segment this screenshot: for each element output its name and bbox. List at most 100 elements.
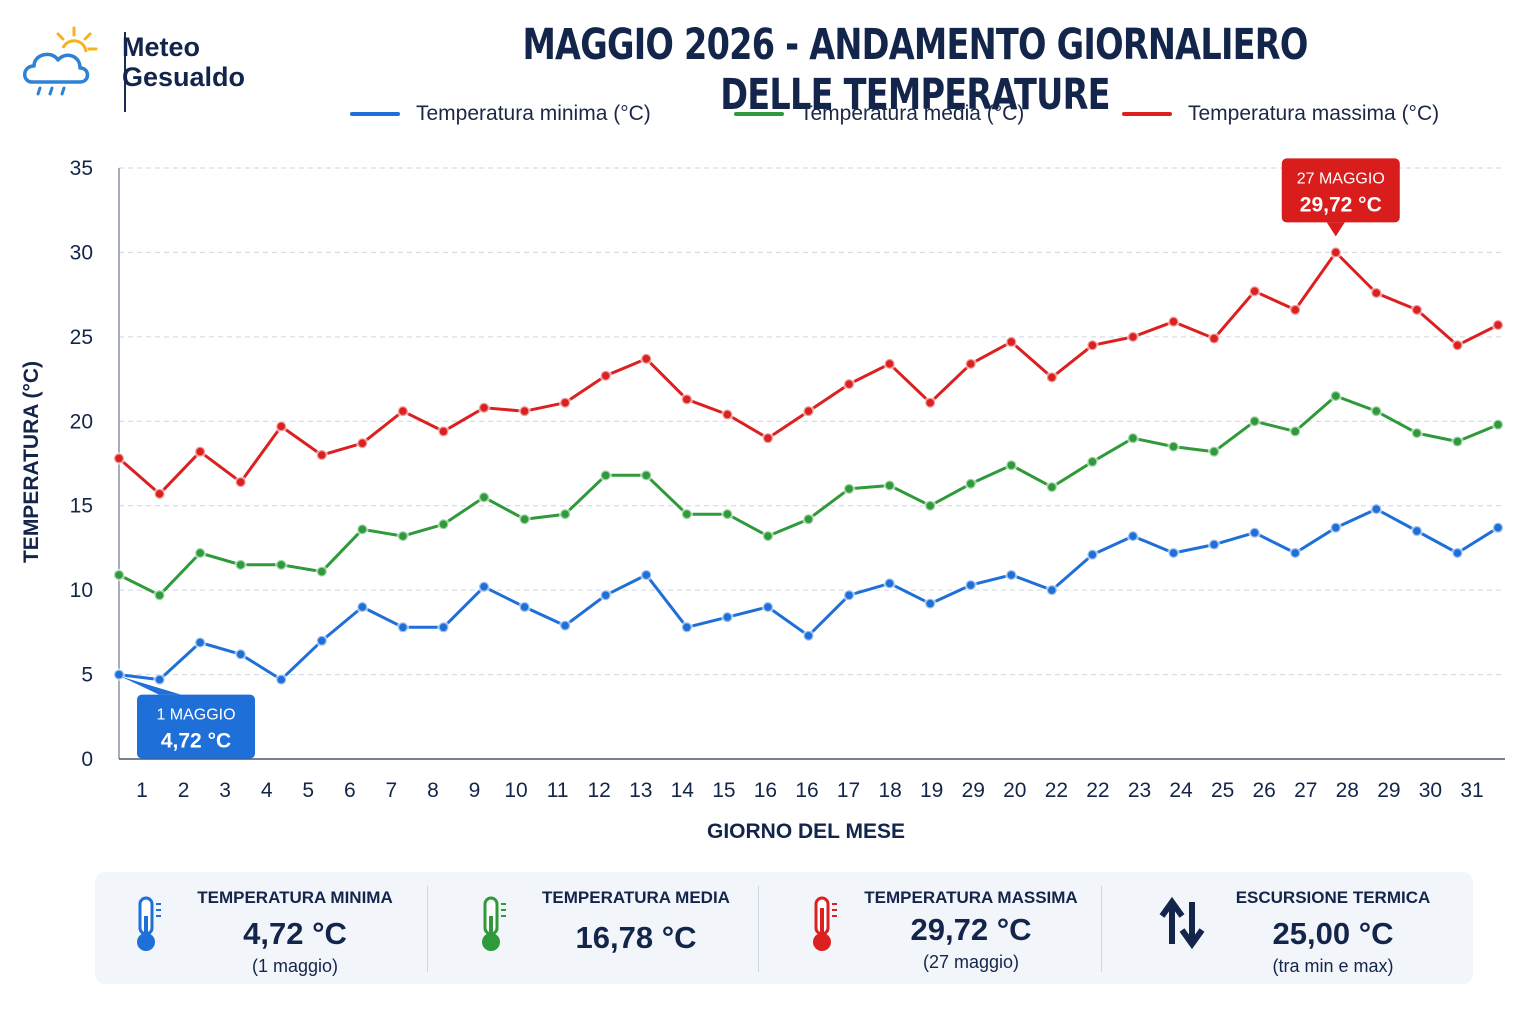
data-point — [721, 610, 734, 624]
data-point — [1207, 445, 1221, 458]
stat-max-value: 29,72 °C — [910, 912, 1032, 947]
x-tick-label: 22 — [1086, 779, 1109, 802]
data-point — [396, 529, 410, 543]
callout-box — [1281, 158, 1400, 223]
x-tick-label: 16 — [795, 779, 818, 802]
data-point — [153, 673, 166, 686]
data-point — [1005, 458, 1018, 472]
data-point — [1410, 524, 1424, 538]
legend-label-max: Temperatura massima (°C) — [1188, 102, 1440, 125]
x-tick-label: 23 — [1128, 779, 1151, 802]
data-point — [112, 452, 126, 465]
data-point — [1248, 285, 1261, 298]
stat-mean: TEMPERATURA MEDIA 16,78 °C — [428, 872, 758, 984]
data-point — [1288, 546, 1302, 560]
data-point — [964, 357, 977, 371]
data-point — [356, 600, 369, 614]
data-point — [356, 436, 369, 450]
x-tick-label: 9 — [469, 779, 481, 802]
y-tick-label: 10 — [70, 579, 93, 602]
data-point — [1045, 583, 1059, 597]
stat-min-label: TEMPERATURA MINIMA — [197, 888, 393, 907]
x-tick-label: 2 — [178, 779, 190, 802]
stat-min-note: (1 maggio) — [251, 956, 339, 976]
data-point — [437, 518, 450, 531]
x-tick-label: 10 — [504, 779, 527, 802]
data-point — [640, 568, 653, 582]
stat-min-value: 4,72 °C — [243, 916, 347, 951]
legend-item-max: Temperatura massima (°C) — [1122, 101, 1439, 127]
stats-panel: TEMPERATURA MINIMA 4,72 °C (1 maggio) TE… — [95, 872, 1473, 984]
x-tick-label: 12 — [588, 779, 611, 802]
x-tick-label: 30 — [1419, 779, 1442, 802]
x-tick-label: 14 — [671, 779, 695, 802]
data-point — [274, 558, 288, 572]
x-tick-label: 16 — [754, 779, 777, 802]
data-point — [193, 445, 207, 458]
stat-min: TEMPERATURA MINIMA 4,72 °C (1 maggio) — [95, 872, 427, 984]
data-point — [923, 499, 937, 512]
data-point — [1451, 339, 1464, 352]
data-point — [883, 479, 896, 492]
annotation-max-callout: 27 MAGGIO 29,72 °C — [1281, 158, 1400, 237]
data-point — [761, 600, 775, 614]
data-point — [1329, 521, 1343, 534]
data-point — [1491, 418, 1505, 431]
y-tick-label: 20 — [70, 410, 93, 433]
data-point — [558, 619, 572, 632]
stat-range: ESCURSIONE TERMICA 25,00 °C (tra min e m… — [1102, 872, 1473, 984]
thermometer-icon — [813, 896, 837, 951]
brand-line-2: Gesualdo — [122, 62, 246, 92]
data-point — [1005, 335, 1018, 349]
data-point — [437, 425, 450, 438]
data-point — [964, 578, 977, 592]
data-point — [680, 621, 694, 634]
data-point — [1370, 286, 1383, 300]
up-down-arrows-icon — [1159, 896, 1205, 950]
data-point — [1086, 548, 1099, 561]
data-point — [193, 546, 207, 560]
data-point — [1086, 339, 1099, 352]
x-tick-label: 6 — [344, 779, 356, 802]
y-tick-label: 5 — [81, 664, 93, 687]
annotation-min-callout: 1 MAGGIO 4,72 °C — [121, 676, 255, 759]
brand-logo: Meteo Gesualdo — [18, 24, 278, 112]
data-point — [1005, 568, 1018, 582]
brand-line-1: Meteo — [122, 32, 201, 62]
data-point — [1329, 389, 1343, 403]
x-tick-label: 18 — [878, 779, 901, 802]
callout-pointer — [1326, 222, 1345, 237]
data-point — [1126, 431, 1140, 445]
x-tick-label: 15 — [712, 779, 735, 802]
data-point — [1248, 526, 1261, 539]
data-point — [437, 621, 450, 634]
series-line-min — [118, 507, 1499, 682]
legend-label-mean: Temperatura media (°C) — [800, 102, 1025, 125]
x-tick-label: 22 — [1045, 779, 1068, 802]
legend-swatch-mean — [734, 112, 784, 116]
data-point — [153, 588, 166, 602]
data-point — [193, 636, 207, 649]
data-point — [396, 404, 410, 418]
x-tick-label: 24 — [1169, 779, 1193, 802]
x-tick-label: 20 — [1003, 779, 1026, 802]
data-point — [721, 408, 734, 421]
stat-divider — [427, 886, 428, 972]
x-tick-label: 17 — [837, 779, 860, 802]
data-point — [802, 404, 815, 418]
thermometer-icon — [137, 896, 161, 951]
data-point — [1248, 415, 1261, 428]
data-point — [356, 523, 369, 536]
data-point — [1329, 246, 1343, 259]
data-point — [518, 600, 531, 614]
data-point — [558, 507, 572, 521]
x-tick-label: 8 — [427, 779, 439, 802]
data-point — [599, 469, 612, 482]
data-point — [1491, 521, 1505, 534]
data-point — [1045, 480, 1059, 494]
data-point — [883, 357, 896, 371]
stat-max-label: TEMPERATURA MASSIMA — [864, 888, 1078, 907]
x-tick-label: 29 — [1377, 779, 1400, 802]
legend-label-min: Temperatura minima (°C) — [416, 102, 651, 125]
